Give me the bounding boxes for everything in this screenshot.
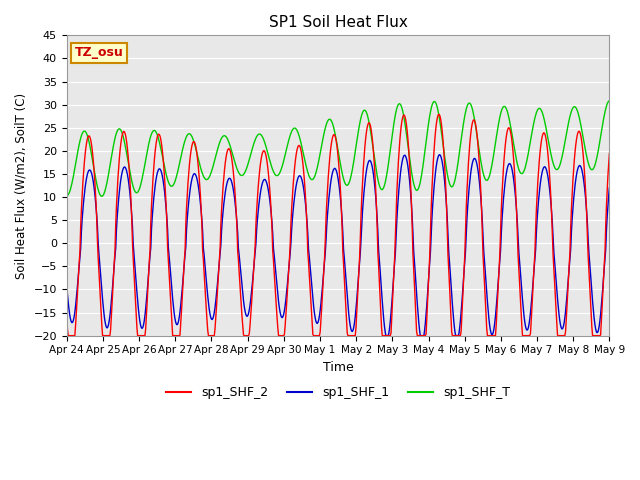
- sp1_SHF_1: [139, 325, 147, 331]
- sp1_SHF_2: [316, 333, 323, 338]
- Line: sp1_SHF_1: sp1_SHF_1: [67, 155, 609, 336]
- sp1_SHF_T: [605, 98, 613, 104]
- sp1_SHF_2: [435, 111, 443, 117]
- Line: sp1_SHF_2: sp1_SHF_2: [67, 114, 609, 336]
- sp1_SHF_1: [454, 333, 461, 338]
- sp1_SHF_T: [65, 191, 73, 196]
- sp1_SHF_2: [295, 143, 303, 148]
- sp1_SHF_2: [605, 151, 613, 156]
- sp1_SHF_1: [605, 185, 613, 191]
- sp1_SHF_T: [316, 155, 323, 160]
- Title: SP1 Soil Heat Flux: SP1 Soil Heat Flux: [269, 15, 408, 30]
- sp1_SHF_2: [63, 316, 70, 322]
- sp1_SHF_1: [382, 333, 390, 338]
- sp1_SHF_2: [65, 333, 72, 338]
- X-axis label: Time: Time: [323, 361, 353, 374]
- Y-axis label: Soil Heat Flux (W/m2), SoilT (C): Soil Heat Flux (W/m2), SoilT (C): [15, 93, 28, 278]
- sp1_SHF_T: [63, 192, 70, 198]
- sp1_SHF_1: [294, 174, 302, 180]
- sp1_SHF_2: [454, 333, 461, 338]
- sp1_SHF_2: [467, 132, 474, 138]
- Legend: sp1_SHF_2, sp1_SHF_1, sp1_SHF_T: sp1_SHF_2, sp1_SHF_1, sp1_SHF_T: [161, 382, 515, 405]
- sp1_SHF_1: [63, 284, 70, 290]
- Line: sp1_SHF_T: sp1_SHF_T: [67, 101, 609, 196]
- sp1_SHF_1: [65, 306, 73, 312]
- sp1_SHF_T: [466, 100, 474, 106]
- sp1_SHF_T: [140, 169, 147, 175]
- sp1_SHF_1: [435, 152, 443, 157]
- sp1_SHF_T: [453, 168, 461, 174]
- sp1_SHF_1: [315, 317, 323, 323]
- Text: TZ_osu: TZ_osu: [75, 47, 124, 60]
- sp1_SHF_2: [140, 333, 147, 338]
- sp1_SHF_1: [467, 171, 474, 177]
- sp1_SHF_T: [295, 132, 303, 138]
- sp1_SHF_T: [98, 193, 106, 199]
- sp1_SHF_2: [66, 333, 74, 338]
